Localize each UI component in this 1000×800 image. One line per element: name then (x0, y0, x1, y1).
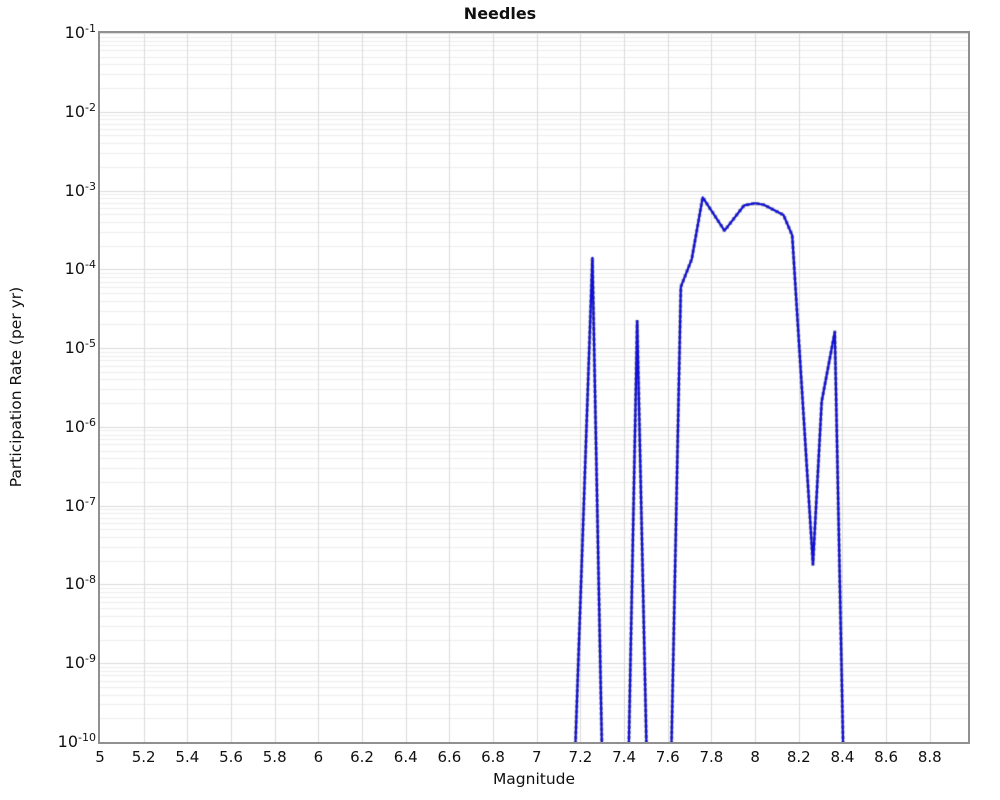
x-tick-label: 6 (313, 748, 324, 766)
y-tick-label: 10-6 (64, 415, 96, 436)
x-tick-label: 8 (750, 748, 760, 766)
x-tick-label: 8.4 (830, 748, 855, 766)
y-tick-label: 10-10 (57, 730, 96, 752)
x-tick-label: 7.4 (612, 748, 636, 766)
y-tick-label: 10-5 (64, 336, 96, 358)
x-tick-label: 6.6 (437, 748, 462, 766)
y-tick-label: 10-1 (64, 21, 96, 43)
x-tick-label: 7.2 (568, 748, 593, 766)
x-tick-label: 6.2 (350, 748, 374, 766)
x-tick-label: 8.8 (917, 748, 942, 766)
x-tick-label: 5.4 (175, 748, 200, 766)
y-tick-label: 10-3 (64, 179, 96, 200)
chart-canvas (100, 33, 968, 742)
x-tick-label: 6.8 (481, 748, 505, 766)
x-tick-label: 7.8 (699, 748, 724, 766)
y-tick-label: 10-2 (64, 100, 96, 121)
x-tick-label: 8.6 (874, 748, 899, 766)
x-tick-label: 8.2 (786, 748, 811, 766)
x-tick-label: 7 (531, 748, 542, 766)
plot-area (98, 31, 970, 744)
x-tick-label: 6.4 (393, 748, 418, 766)
x-tick-label: 7.6 (655, 748, 680, 766)
x-tick-label: 5.6 (219, 748, 243, 766)
y-tick-label: 10-9 (64, 652, 96, 673)
x-tick-label: 5.8 (262, 748, 287, 766)
x-tick-label: 5.2 (131, 748, 156, 766)
x-axis-label: Magnitude (492, 770, 576, 788)
y-tick-label: 10-8 (64, 573, 96, 594)
x-tick-label: 5 (95, 748, 105, 766)
y-tick-label: 10-7 (64, 494, 96, 515)
y-axis-label: Participation Rate (per yr) (7, 286, 25, 488)
chart-title: Needles (463, 4, 537, 23)
y-tick-label: 10-4 (64, 258, 96, 279)
